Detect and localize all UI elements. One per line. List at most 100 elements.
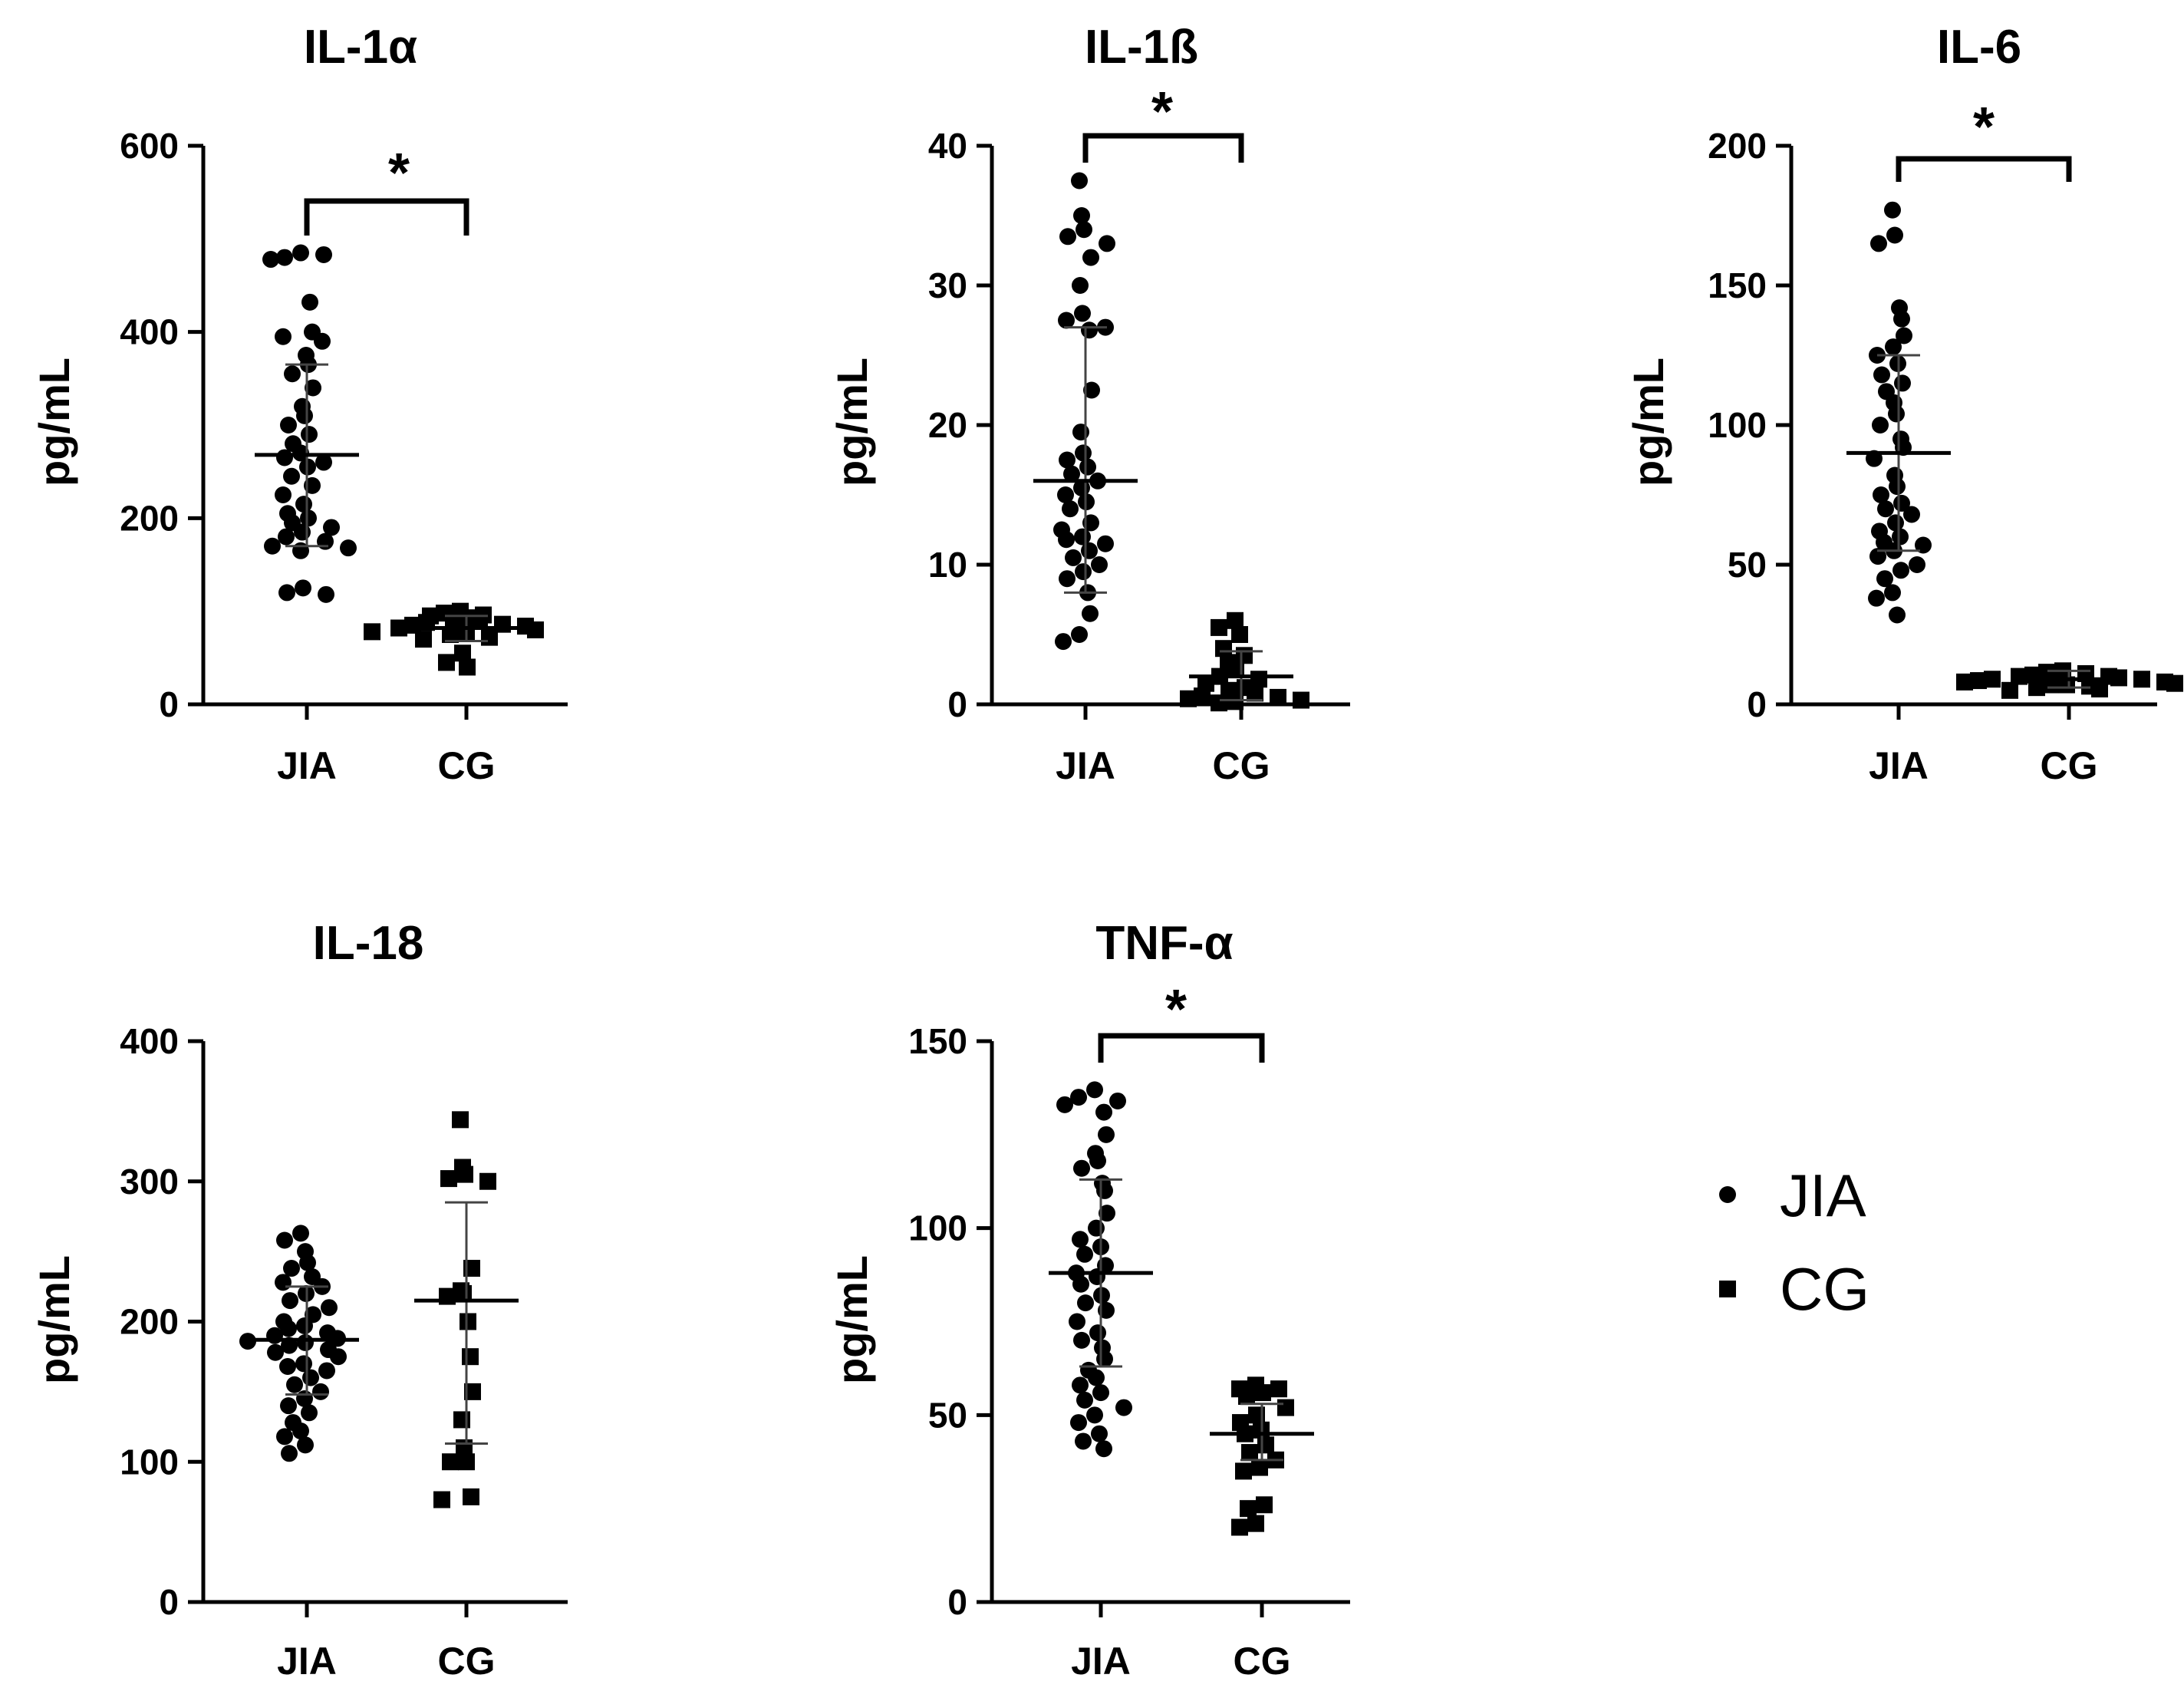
y-tick-label: 50 [1728, 545, 1767, 585]
data-point-jia [305, 379, 321, 397]
y-tick-label: 100 [120, 1442, 179, 1482]
data-point-cg [464, 1383, 481, 1400]
data-point-jia [301, 426, 318, 443]
data-point-jia [1886, 226, 1903, 244]
data-point-cg [1194, 687, 1211, 705]
data-point-jia [1077, 1294, 1094, 1312]
x-category-label: CG [1213, 744, 1270, 787]
y-tick-label: 0 [159, 684, 179, 724]
data-point-cg [1241, 1444, 1258, 1462]
panel-il-1a: IL-1α pg/mL JIA CG * 0 200 400 600 [30, 21, 568, 787]
data-point-cg [442, 626, 459, 643]
data-point-jia [1894, 374, 1911, 392]
data-point-jia [1115, 1399, 1132, 1416]
data-point-jia [280, 417, 297, 433]
data-point-jia [276, 1231, 293, 1249]
data-point-cg [442, 1453, 459, 1471]
data-point-jia [275, 328, 292, 345]
data-point-cg [1257, 1436, 1274, 1454]
data-point-jia [1069, 1313, 1085, 1330]
data-point-cg [364, 623, 380, 641]
data-point-cg [453, 1411, 470, 1429]
y-tick-label: 150 [1708, 265, 1767, 305]
y-tick-label: 200 [120, 498, 179, 538]
y-tick-label: 300 [120, 1162, 179, 1202]
data-point-jia [276, 449, 293, 466]
significance-star: * [1973, 97, 1995, 158]
x-category-label: JIA [277, 744, 337, 787]
data-point-jia [276, 1428, 293, 1446]
data-point-jia [1076, 1391, 1093, 1409]
data-point-cg [1227, 612, 1244, 629]
data-point-jia [315, 246, 332, 263]
data-point-jia [264, 537, 281, 555]
data-point-jia [1903, 506, 1920, 523]
data-point-jia [318, 585, 334, 603]
data-point-jia [318, 1362, 335, 1380]
data-point-jia [276, 249, 293, 266]
data-point-jia [1056, 1096, 1073, 1113]
data-point-jia [283, 467, 300, 485]
data-point-cg [1240, 1500, 1257, 1518]
data-point-cg [390, 619, 407, 637]
y-axis-label: pg/mL [828, 358, 876, 486]
data-point-jia [286, 1376, 303, 1393]
data-point-jia [1892, 528, 1909, 546]
data-point-jia [1058, 531, 1075, 549]
data-point-jia [1076, 221, 1092, 239]
data-point-jia [1099, 235, 1115, 252]
data-point-jia [296, 1317, 313, 1334]
panel-tnf-a: TNF-α pg/mL JIA CG * 0 50 100 150 [828, 917, 1350, 1683]
legend-circle-marker [1719, 1186, 1736, 1203]
data-point-jia [1099, 1205, 1115, 1222]
data-point-jia [279, 1357, 296, 1375]
data-point-jia [1062, 500, 1079, 518]
data-point-jia [297, 1436, 314, 1454]
data-point-jia [280, 1320, 297, 1337]
x-category-label: CG [1234, 1640, 1291, 1683]
data-point-jia [1091, 556, 1108, 573]
y-tick-label: 200 [120, 1302, 179, 1342]
data-point-cg [1293, 691, 1309, 709]
legend-label-cg: CG [1780, 1255, 1869, 1323]
data-point-cg [1231, 626, 1248, 643]
x-category-label: JIA [1056, 744, 1115, 787]
data-point-jia [1059, 451, 1076, 469]
data-point-cg [2028, 679, 2045, 697]
data-point-jia [1082, 605, 1099, 622]
data-point-cg [2133, 671, 2150, 688]
data-point-cg [445, 610, 462, 628]
data-point-jia [281, 1445, 298, 1462]
data-point-jia [1909, 556, 1925, 573]
data-point-jia [1877, 500, 1894, 518]
data-point-jia [315, 453, 332, 471]
panel-il-6: IL-6 pg/mL JIA CG * 0 50 100 150 200 [1624, 21, 2183, 787]
data-point-jia [1072, 424, 1089, 441]
data-point-cg [1227, 693, 1244, 710]
data-point-jia [1089, 1324, 1106, 1342]
data-point-jia [1059, 228, 1076, 246]
data-point-cg [460, 1313, 476, 1330]
data-point-cg [481, 628, 498, 646]
data-point-jia [1073, 1331, 1090, 1349]
data-point-jia [292, 1225, 309, 1242]
legend-square-marker [1719, 1281, 1736, 1297]
data-point-jia [1072, 1275, 1089, 1293]
y-tick-label: 0 [1747, 684, 1767, 724]
data-point-jia [1071, 172, 1088, 190]
x-category-label: JIA [1869, 744, 1929, 787]
significance-star: * [1151, 81, 1173, 143]
data-point-cg [1247, 1515, 1264, 1532]
data-point-cg [1235, 1462, 1252, 1480]
legend: JIA CG [1719, 1162, 1869, 1323]
data-point-jia [1063, 465, 1080, 483]
data-point-jia [299, 1254, 316, 1271]
data-point-cg [462, 1348, 479, 1366]
significance-star: * [1165, 979, 1187, 1040]
data-point-cg [1956, 673, 1973, 691]
significance-bracket [304, 198, 469, 236]
data-point-jia [1079, 458, 1096, 476]
data-point-jia [1083, 381, 1100, 399]
data-point-cg [1254, 1384, 1271, 1402]
y-tick-label: 200 [1708, 126, 1767, 166]
